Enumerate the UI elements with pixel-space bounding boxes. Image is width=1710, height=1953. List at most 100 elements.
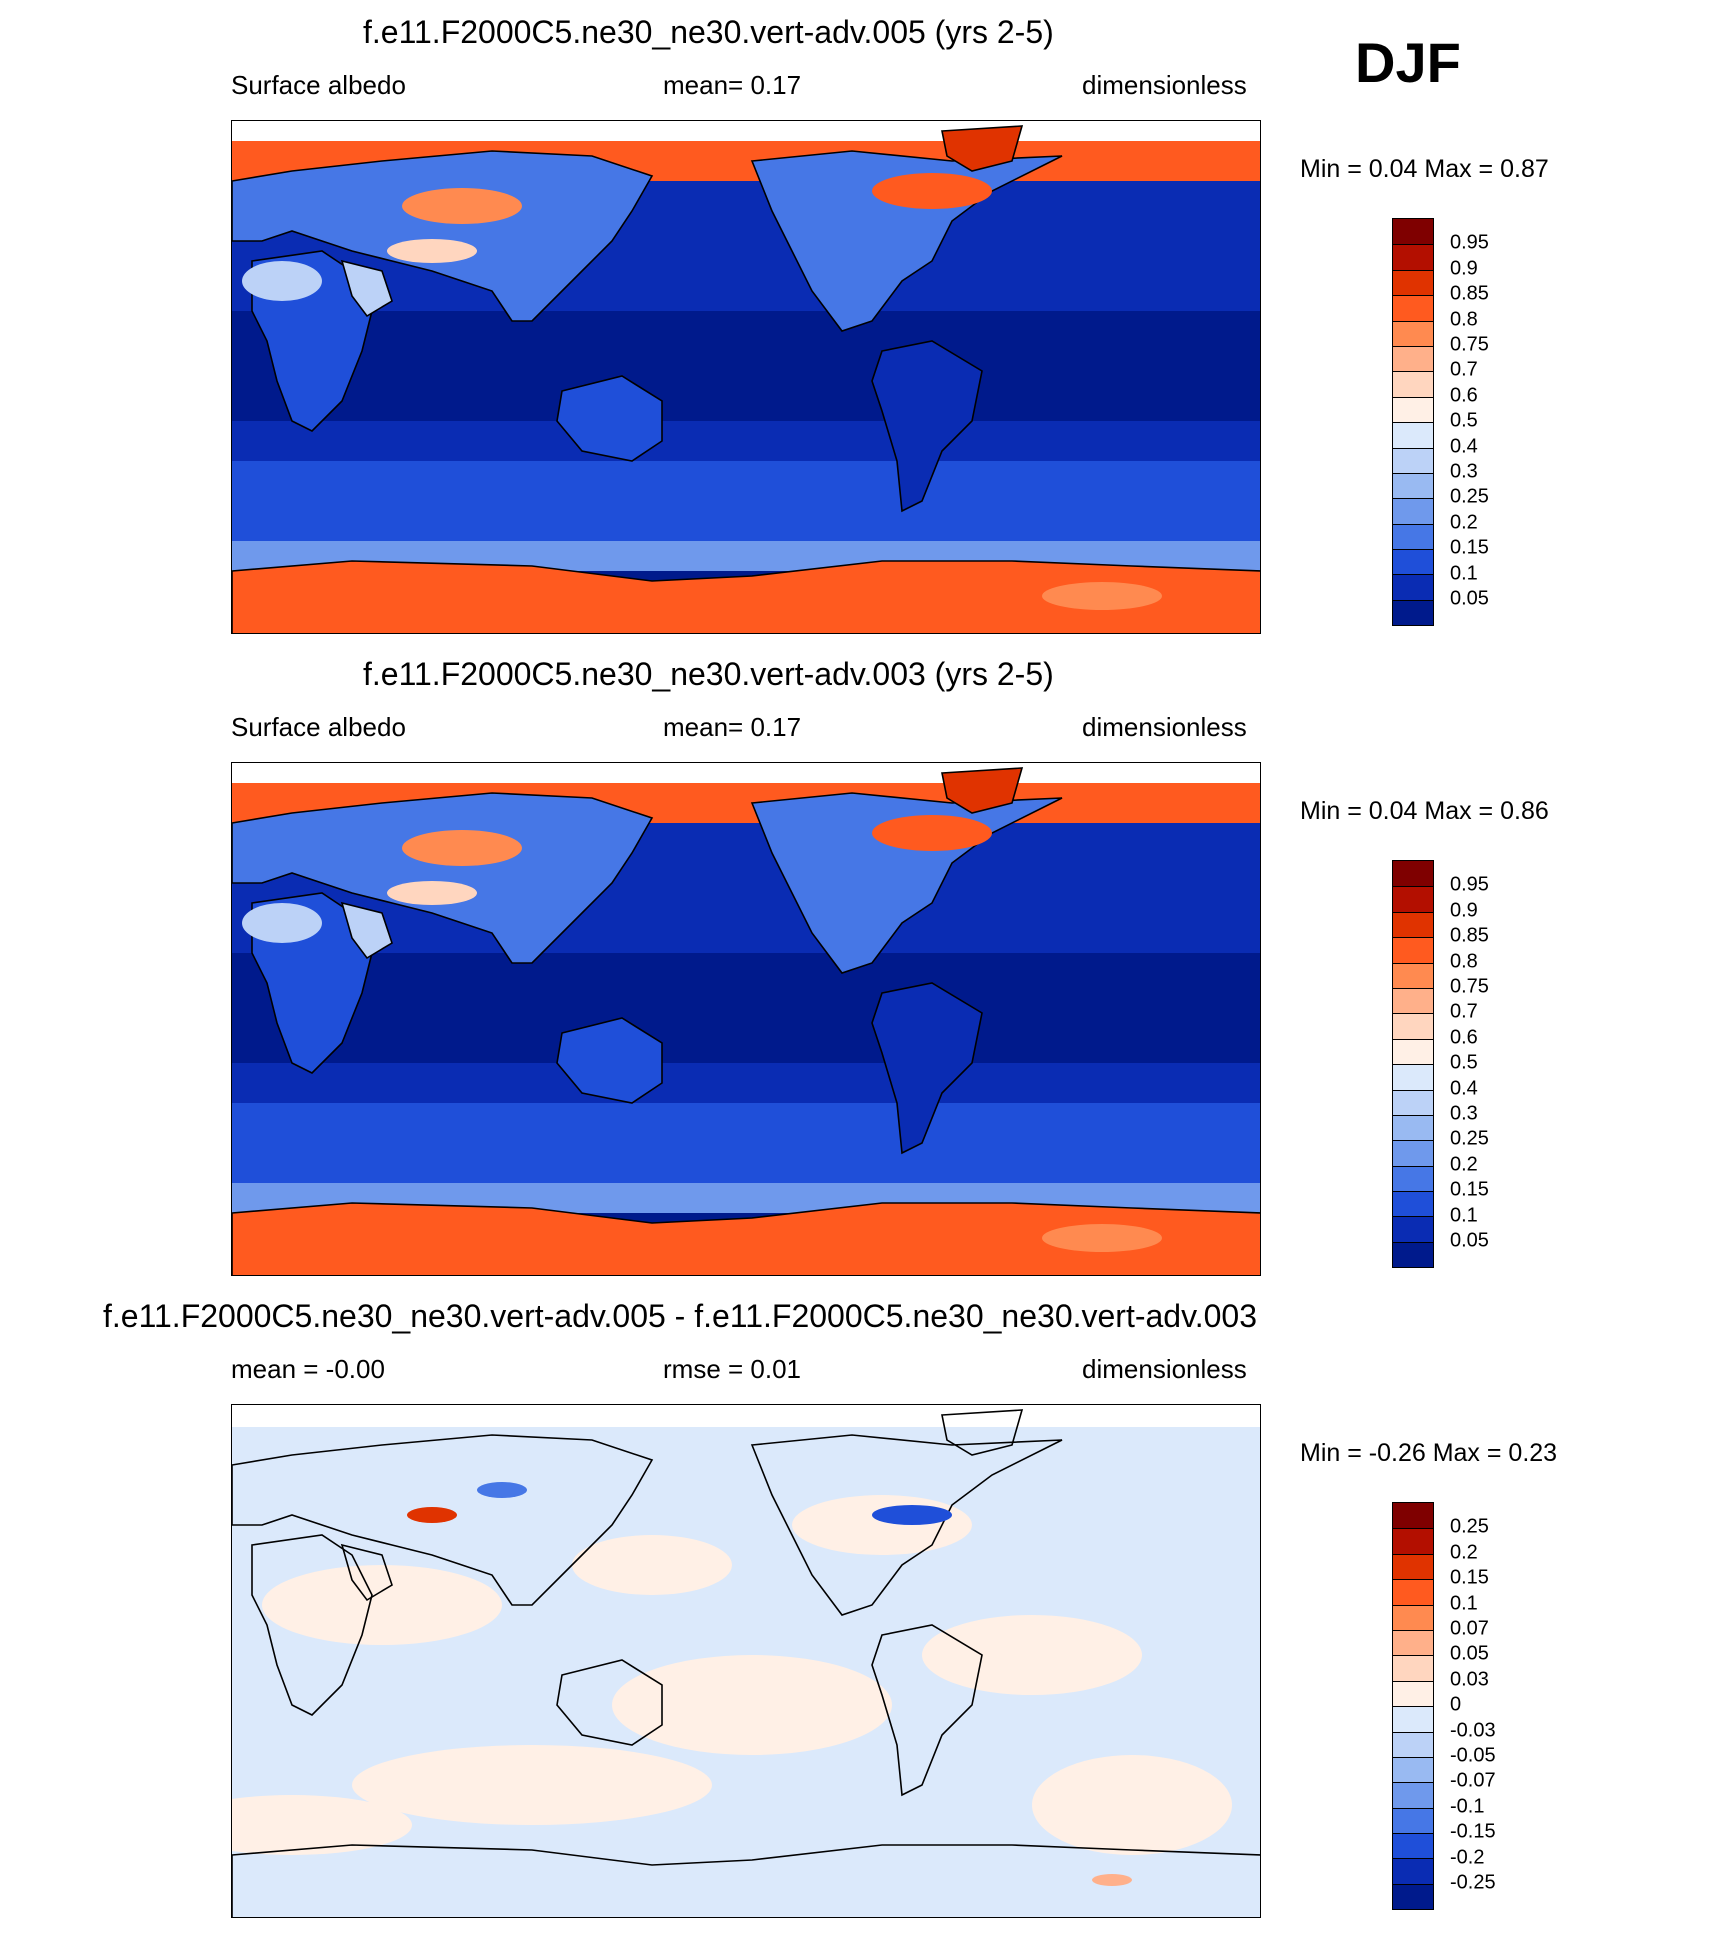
colorbar-swatch [1393,1782,1433,1808]
panel-1-mean: mean= 0.17 [663,70,802,100]
panel-2-minmax: Min = 0.04 Max = 0.86 [1300,797,1549,825]
colorbar-swatch [1393,1503,1433,1529]
colorbar-swatch [1393,937,1433,963]
colorbar-swatch [1393,987,1433,1014]
panel-3-colorbar: 0.25 0.2 0.15 0.1 0.07 0.05 0.03 0 -0.03 -0.05 -0.… [1392,1502,1496,1911]
panel-3-map-plot [232,1405,1260,1917]
colorbar-tick-label: 0.85 [1450,924,1489,947]
colorbar-tick-label: 0.2 [1450,1153,1478,1176]
desert-sahara [242,261,322,301]
panel-1-units: dimensionless [1082,70,1247,100]
landmass-greenland [941,125,1024,172]
colorbar-tick-label: 0.6 [1450,1026,1478,1049]
panel-2-map-plot [232,763,1260,1275]
landmass-australia [556,375,663,462]
colorbar-swatch [1393,1241,1433,1268]
diff-anomaly-positive [407,1507,457,1523]
coastline-australia [556,1659,663,1746]
diff-patch-positive [922,1615,1142,1695]
ocean-south-band [232,1063,1260,1103]
diff-patch-positive [572,1535,732,1595]
colorbar-swatch [1393,1858,1433,1884]
colorbar-swatch [1393,1807,1433,1834]
panel-3-minmax: Min = -0.26 Max = 0.23 [1300,1439,1558,1467]
colorbar-swatch [1393,886,1433,912]
panel-1-variable: Surface albedo [231,70,406,100]
colorbar-swatch [1393,1089,1433,1115]
panel-1-title: f.e11.F2000C5.ne30_ne30.vert-adv.005 (yr… [363,14,1054,50]
colorbar-swatch [1393,1140,1433,1166]
colorbar-tick-label: -0.2 [1450,1846,1485,1869]
colorbar-swatch [1393,1629,1433,1656]
southern-ocean-band [232,1103,1260,1193]
colorbar-swatch [1393,1680,1433,1707]
panel-1-map-plot [232,121,1260,633]
diff-anomaly-negative [872,1505,952,1525]
colorbar-swatch [1393,1216,1433,1242]
colorbar-tick-label: -0.07 [1450,1769,1496,1792]
colorbar-tick-label: -0.05 [1450,1744,1496,1767]
panel-2-colorbar: 0.95 0.9 0.85 0.8 0.75 0.7 0.6 0.5 0.4 0.3 0.25 0.2… [1392,860,1489,1269]
panel-1-map [231,120,1261,634]
colorbar-swatch [1393,1114,1433,1141]
colorbar-swatch [1393,1579,1433,1605]
colorbar-tick-label: -0.1 [1450,1795,1485,1818]
panel-3-units: dimensionless [1082,1354,1247,1384]
colorbar-swatch [1393,599,1433,626]
landmass-arabia [340,901,393,960]
landmass-samerica [871,982,983,1155]
colorbar-swatch [1393,396,1433,423]
snow-patch-siberia [402,830,522,866]
antarctic-highlight [1042,1224,1162,1252]
diff-patch-positive [352,1745,712,1825]
colorbar-swatch [1393,320,1433,346]
colorbar-swatch [1393,962,1433,988]
polar-gap [232,121,1260,141]
colorbar-tick-label: 0.25 [1450,1127,1489,1150]
colorbar-swatch [1393,1013,1433,1039]
panel-1-colorbar: 0.95 0.9 0.85 0.8 0.75 0.7 0.6 0.5 0.4 0.3 0.25 0.2… [1392,218,1489,627]
ocean-south-band [232,421,1260,461]
colorbar-swatches [1392,218,1434,627]
landmass-eurasia [232,792,654,964]
colorbar-tick-label: 0.8 [1450,308,1478,331]
polar-gap [232,1405,1260,1427]
colorbar-swatch [1393,1655,1433,1681]
colorbar-tick-label: 0.05 [1450,1642,1489,1665]
colorbar-swatch [1393,574,1433,600]
landmass-australia [556,1017,663,1104]
colorbar-tick-label: 0.8 [1450,950,1478,973]
colorbar-tick-label: 0.25 [1450,1515,1489,1538]
panel-3-title: f.e11.F2000C5.ne30_ne30.vert-adv.005 - f… [103,1298,1257,1334]
colorbar-tick-label: 0.5 [1450,1051,1478,1074]
snow-patch-canada [872,173,992,209]
continents-outline [232,1409,1260,1917]
snow-patch-canada [872,815,992,851]
colorbar-tick-label: 0.1 [1450,1204,1478,1227]
colorbar-swatch [1393,1165,1433,1192]
colorbar-swatch [1393,549,1433,575]
colorbar-swatches [1392,1502,1434,1911]
coastline-greenland [941,1409,1024,1456]
landmass-antarctica [232,1202,1260,1275]
colorbar-tick-label: 0.15 [1450,1178,1489,1201]
colorbar-swatch [1393,498,1433,524]
colorbar-swatch [1393,911,1433,938]
panel-2-mean: mean= 0.17 [663,712,802,742]
coastline-antarctica [232,1844,1260,1917]
colorbar-swatch [1393,1706,1433,1732]
colorbar-swatch [1393,1604,1433,1630]
landmass-eurasia [232,150,654,322]
colorbar-tick-label: 0.95 [1450,231,1489,254]
colorbar-tick-label: 0.03 [1450,1668,1489,1691]
coastline-eurasia [232,1434,654,1606]
colorbar-tick-label: 0.1 [1450,1592,1478,1615]
colorbar-tick-label: 0.25 [1450,485,1489,508]
colorbar-swatch [1393,1038,1433,1065]
colorbar-swatch [1393,1833,1433,1859]
colorbar-swatch [1393,1553,1433,1580]
panel-2-variable: Surface albedo [231,712,406,742]
colorbar-tick-label: 0.4 [1450,435,1478,458]
diff-patch-positive [612,1655,892,1755]
colorbar-tick-label: -0.15 [1450,1820,1496,1843]
